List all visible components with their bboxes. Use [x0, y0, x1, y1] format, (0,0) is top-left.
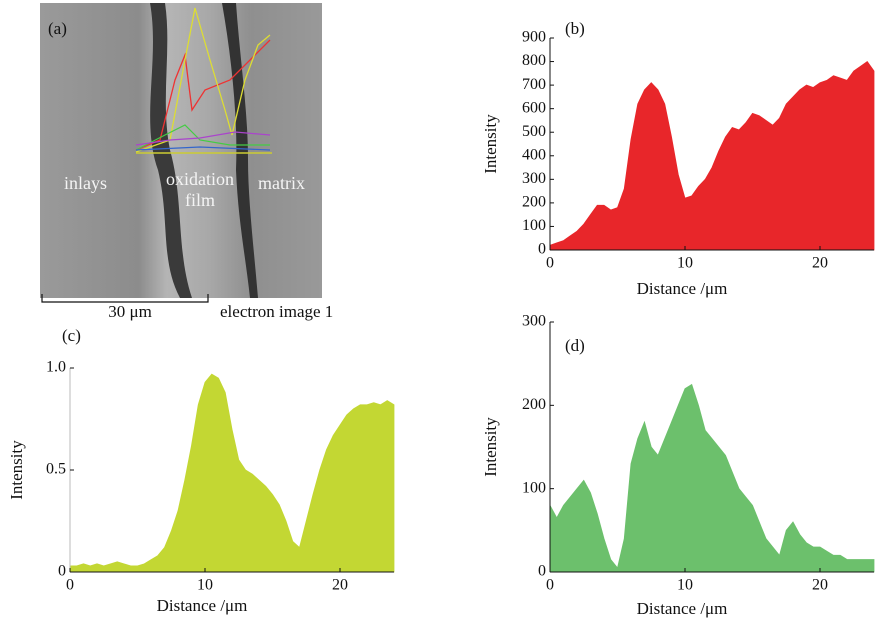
x-tick-label: 20: [332, 577, 348, 594]
y-tick-label: 200: [522, 396, 546, 413]
panel-title: (b): [565, 19, 585, 38]
x-tick-label: 0: [546, 255, 554, 272]
x-tick-label: 20: [812, 577, 828, 594]
image-caption: electron image 1: [220, 302, 333, 321]
y-tick-label: 0: [58, 563, 66, 580]
y-tick-label: 800: [522, 52, 546, 69]
x-axis-label: Distance /μm: [637, 599, 728, 618]
y-tick-label: 300: [522, 170, 546, 187]
y-tick-label: 600: [522, 99, 546, 116]
region-label: film: [185, 190, 215, 210]
y-tick-label: 100: [522, 217, 546, 234]
y-tick-label: 0: [538, 241, 546, 258]
y-tick-label: 1.0: [46, 359, 66, 376]
x-tick-label: 10: [677, 255, 693, 272]
area: [549, 383, 875, 573]
y-axis-label: Intensity: [481, 114, 500, 174]
overlay-line: [135, 124, 270, 151]
crack: [222, 3, 258, 298]
y-tick-label: 0: [538, 563, 546, 580]
y-tick-label: 200: [522, 194, 546, 211]
y-axis-label: Intensity: [481, 417, 500, 477]
area: [549, 61, 875, 251]
x-axis-label: Distance /μm: [157, 596, 248, 615]
y-tick-label: 900: [522, 29, 546, 46]
x-tick-label: 20: [812, 255, 828, 272]
overlay-line: [135, 146, 271, 151]
overlay-line: [135, 7, 271, 153]
area: [69, 373, 395, 573]
x-axis-label: Distance /μm: [637, 279, 728, 298]
y-tick-label: 700: [522, 76, 546, 93]
region-label: inlays: [64, 173, 107, 193]
y-axis-label: Intensity: [7, 440, 26, 500]
panel-title: (d): [565, 336, 585, 355]
scale-bar: [41, 294, 209, 303]
region-label: matrix: [258, 173, 305, 193]
region-label: oxidation: [166, 169, 234, 189]
x-tick-label: 0: [546, 577, 554, 594]
x-tick-label: 0: [66, 577, 74, 594]
y-tick-label: 0.5: [46, 461, 66, 478]
overlay-line: [135, 39, 271, 151]
x-tick-label: 10: [677, 577, 693, 594]
y-tick-label: 500: [522, 123, 546, 140]
x-tick-label: 10: [197, 577, 213, 594]
y-tick-label: 300: [522, 313, 546, 330]
overlay-line: [135, 131, 271, 146]
panel-label: (a): [48, 19, 67, 38]
crack: [150, 3, 192, 298]
y-tick-label: 100: [522, 479, 546, 496]
panel-title: (c): [62, 326, 81, 345]
micrograph: (a) inlays oxidation film matrix 30 μm e…: [40, 3, 333, 321]
scale-bar-label: 30 μm: [108, 302, 152, 321]
y-tick-label: 400: [522, 146, 546, 163]
